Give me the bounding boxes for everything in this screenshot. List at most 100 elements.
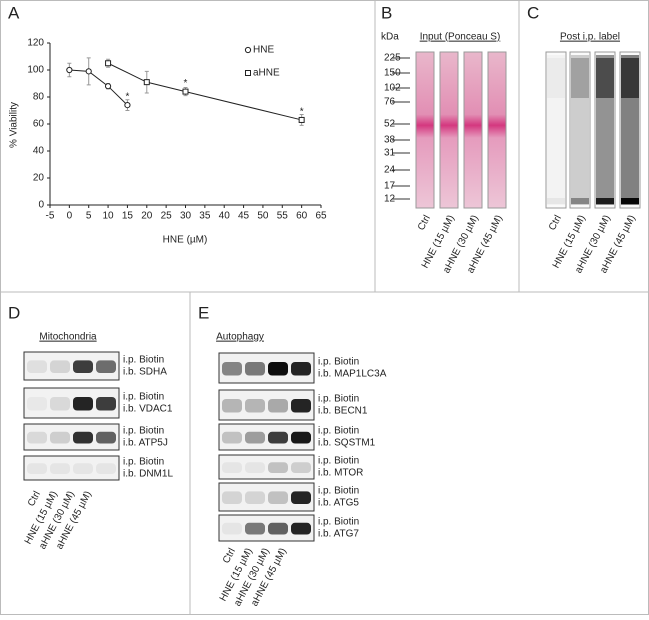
y-tick-label: 120 — [27, 38, 44, 49]
band — [268, 522, 288, 535]
band — [27, 397, 47, 411]
band — [291, 399, 311, 413]
band — [291, 462, 311, 473]
band — [596, 198, 614, 204]
band — [50, 397, 70, 411]
band — [50, 360, 70, 373]
ib-label: i.b. VDAC1 — [123, 404, 173, 415]
panel-label: D — [8, 303, 20, 322]
ip-label: i.p. Biotin — [318, 426, 359, 437]
marker — [124, 102, 131, 109]
marker — [298, 116, 305, 123]
y-tick-label: 40 — [33, 146, 45, 157]
y-tick-label: 0 — [38, 200, 44, 211]
series-line — [107, 62, 302, 121]
band — [291, 431, 311, 444]
band — [245, 462, 265, 473]
band — [291, 522, 311, 535]
band — [27, 431, 47, 444]
ib-label: i.b. ATP5J — [123, 438, 168, 449]
ib-label: i.b. BECN1 — [318, 406, 368, 417]
x-axis-label: HNE (µM) — [163, 235, 208, 246]
unit-label: kDa — [381, 32, 399, 43]
blot — [218, 454, 315, 480]
band — [27, 360, 47, 373]
marker — [105, 60, 112, 67]
band — [621, 58, 639, 98]
marker-label: 52 — [384, 119, 396, 130]
band — [268, 462, 288, 473]
band — [222, 462, 242, 473]
y-axis-label: % Viability — [9, 102, 20, 148]
band — [73, 431, 93, 444]
band — [73, 397, 93, 411]
legend-marker — [245, 70, 251, 76]
panel-title: Input (Ponceau S) — [420, 32, 501, 43]
ip-label: i.p. Biotin — [123, 355, 164, 366]
panel-label: A — [8, 3, 20, 22]
band — [222, 522, 242, 535]
band — [547, 58, 565, 98]
lane-label: Ctrl — [416, 213, 433, 232]
band — [96, 397, 116, 411]
legend-label: aHNE — [253, 68, 280, 79]
band — [268, 399, 288, 413]
marker-label: 76 — [384, 97, 396, 108]
lane — [594, 51, 616, 209]
ib-label: i.b. DNM1L — [123, 469, 173, 480]
x-tick-label: 50 — [257, 211, 269, 222]
ib-label: i.b. SQSTM1 — [318, 438, 376, 449]
x-tick-label: 20 — [141, 211, 153, 222]
ip-label: i.p. Biotin — [123, 457, 164, 468]
ip-label: i.p. Biotin — [318, 517, 359, 528]
band — [50, 431, 70, 444]
band — [222, 399, 242, 413]
ip-label: i.p. Biotin — [123, 392, 164, 403]
blot — [23, 455, 120, 481]
marker-label: 31 — [384, 148, 396, 159]
ib-label: i.b. ATG5 — [318, 498, 359, 509]
lane — [487, 51, 507, 209]
x-tick-label: 25 — [161, 211, 173, 222]
x-tick-label: 30 — [180, 211, 192, 222]
band — [222, 491, 242, 504]
band — [291, 491, 311, 504]
panel-label: E — [198, 303, 209, 322]
band — [96, 431, 116, 444]
band — [50, 463, 70, 474]
series-line — [69, 69, 128, 106]
marker-label: 12 — [384, 194, 396, 205]
marker — [143, 79, 150, 86]
band — [621, 198, 639, 204]
band — [268, 362, 288, 376]
x-tick-label: 40 — [219, 211, 231, 222]
x-tick-label: 10 — [103, 211, 115, 222]
band — [571, 58, 589, 98]
band — [596, 58, 614, 98]
x-tick-label: 60 — [296, 211, 308, 222]
marker — [85, 68, 92, 75]
lane — [463, 51, 483, 209]
band — [245, 522, 265, 535]
x-tick-label: 55 — [277, 211, 289, 222]
marker — [182, 88, 189, 95]
band — [73, 463, 93, 474]
ib-label: i.b. MAP1LC3A — [318, 369, 387, 380]
band — [571, 198, 589, 204]
lane-label: Ctrl — [26, 489, 43, 508]
lane-label: Ctrl — [221, 546, 238, 565]
x-tick-label: 45 — [238, 211, 250, 222]
marker — [104, 83, 112, 90]
band — [245, 431, 265, 444]
panel-label: C — [527, 3, 539, 22]
ib-label: i.b. SDHA — [123, 367, 167, 378]
smear — [571, 55, 589, 205]
x-tick-label: 5 — [86, 211, 92, 222]
band — [291, 362, 311, 376]
marker-label: 17 — [384, 181, 396, 192]
panel-label: B — [381, 3, 392, 22]
annotation: * — [300, 106, 304, 117]
legend-marker — [244, 46, 252, 54]
panel-title: Post i.p. label — [560, 32, 620, 43]
